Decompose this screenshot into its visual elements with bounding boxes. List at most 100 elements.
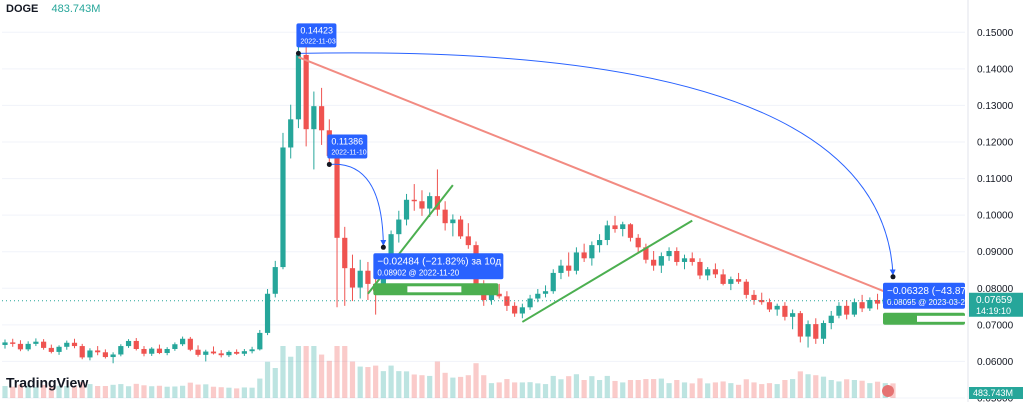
candle-body [295,54,302,120]
candle-body [759,299,765,303]
candle-body [604,225,610,241]
volume-bar [589,376,595,398]
candle-body [149,348,155,354]
candle-body [751,294,757,300]
start-date-label: 2022-11-10 [331,149,366,156]
volume-bar [651,379,657,398]
volume-bar [504,379,510,398]
candle-body [342,237,348,269]
candle-body [573,252,580,271]
volume-bar [735,384,742,398]
candle-body [743,281,749,295]
measure-start-point[interactable] [295,50,301,56]
candle-body [226,351,232,356]
tradingview-wordmark: TradingView [6,374,89,391]
trendline[interactable] [298,56,894,296]
measure-end-point[interactable] [890,274,896,280]
volume-bar [403,371,410,398]
volume-bar [874,381,881,398]
candle-body [620,224,626,230]
volume-bar [10,386,16,398]
candle-body [87,350,93,358]
volume-bar [280,346,286,398]
price-tick-label: 0.11000 [977,174,1013,185]
candle-body [288,119,294,148]
candle-body [558,265,564,273]
volume-bar [596,380,603,398]
candle-body [41,341,47,348]
candle-body [218,353,224,356]
candle-body [805,324,811,337]
volume-bar [797,371,803,398]
volume-bar [326,360,332,398]
volume-bar [71,385,78,398]
candle-body [867,299,873,309]
volume-bar [743,379,749,398]
volume-bar [427,375,433,398]
candle-body [689,258,695,262]
end-date-label: 0.08902 @ 2022-11-20 [377,268,459,277]
volume-bar [674,380,680,398]
candle-body [33,341,39,344]
tradingview-logo[interactable]: TradingView [6,373,88,390]
volume-bar [156,385,163,398]
volume-bar [295,346,302,398]
candle-body [550,272,556,292]
volume-bar [782,380,788,398]
candle-body [450,219,456,224]
start-price-label: 0.11386 [331,136,363,146]
candle-body [651,259,657,266]
volume-bar [303,346,309,398]
candle-body [2,342,8,345]
chart-header: DOGE 483.743M [6,3,100,15]
candle-body [71,342,78,347]
candle-body [349,268,356,288]
candle-body [25,343,31,350]
volume-bar [149,386,155,398]
volume-bar [180,385,186,398]
measure-arrow[interactable] [329,163,387,246]
measure-start-point[interactable] [326,161,332,167]
volume-bar [774,384,780,398]
candle-body [110,354,116,358]
volume-bar [566,376,572,398]
volume-bar [373,365,379,398]
measure-end-point[interactable] [380,244,386,250]
volume-bar [226,387,232,398]
candle-body [102,352,108,358]
candle-body [790,313,796,317]
volume-bar [488,383,495,398]
volume-bar [311,346,317,398]
candle-body [79,346,85,358]
volume-bar [620,382,626,398]
volume-bar [496,382,502,398]
measure-arrow[interactable] [298,52,896,276]
candle-body [257,332,263,350]
candle-body [141,348,147,354]
start-callout [296,23,337,48]
volume-bar [581,380,587,398]
candle-body [581,252,587,259]
symbol-label[interactable]: DOGE [6,3,39,15]
trendline[interactable] [521,219,693,323]
volume-bar [264,361,271,398]
volume-bar [550,375,556,398]
candle-body [681,258,688,262]
volume-bar [519,382,525,398]
end-date-label: 0.08095 @ 2023-03-23 [887,298,970,307]
volume-bar [635,380,641,398]
price-tick-label: 0.14000 [977,64,1014,75]
candle-body [527,298,533,308]
flag-icon[interactable] [882,385,894,397]
start-date-label: 2022-11-03 [300,38,335,45]
volume-bar [813,375,819,398]
candle-body [535,293,541,299]
volume-bar [17,384,24,398]
candle-body [234,351,240,354]
candle-body [164,348,170,354]
volume-bar [210,386,217,398]
volume-bar [218,387,224,398]
